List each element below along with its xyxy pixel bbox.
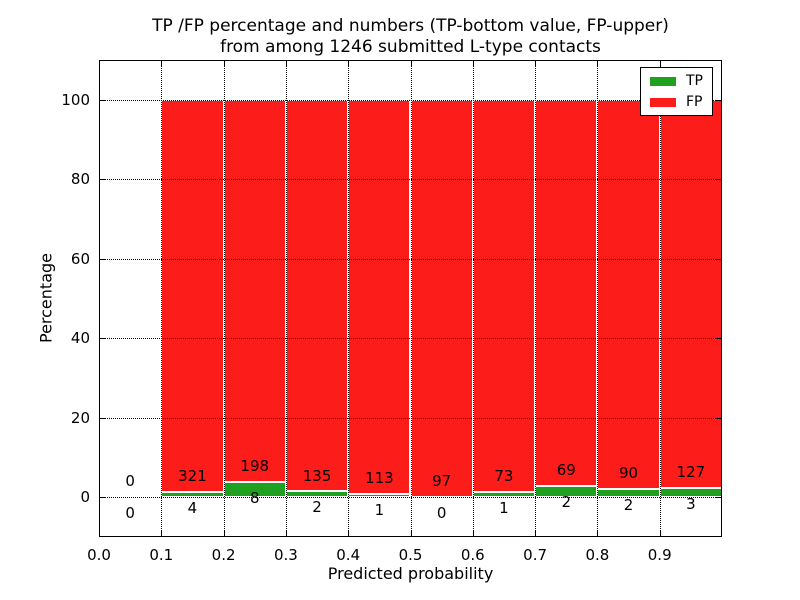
x-tick-mark (410, 530, 412, 537)
y-tick-mark (715, 417, 722, 419)
fp-count-label: 90 (619, 463, 639, 482)
y-tick-label: 60 (70, 249, 90, 268)
tp-count-label: 3 (686, 494, 696, 513)
legend-item-fp: FP (650, 95, 703, 109)
tp-count-label: 0 (125, 504, 135, 523)
y-tick-mark (99, 258, 106, 260)
x-tick-label: 0.1 (149, 546, 174, 564)
x-tick-mark (659, 530, 661, 537)
y-tick-mark (99, 179, 106, 181)
x-tick-label: 0.5 (398, 546, 423, 564)
y-tick-mark (99, 497, 106, 499)
y-tick-mark (715, 258, 722, 260)
x-tick-mark (161, 60, 163, 67)
tp-color-swatch (650, 76, 676, 86)
y-tick-mark (715, 338, 722, 340)
fp-count-label: 113 (365, 468, 394, 487)
x-tick-mark (472, 530, 474, 537)
x-gridline (410, 60, 412, 537)
x-tick-mark (161, 530, 163, 537)
y-tick-mark (715, 179, 722, 181)
fp-bar (410, 99, 473, 498)
fp-color-swatch (650, 97, 676, 107)
x-tick-label: 0.9 (647, 546, 672, 564)
x-tick-mark (348, 530, 350, 537)
chart-title-line2: from among 1246 submitted L-type contact… (220, 37, 601, 57)
x-axis-label: Predicted probability (327, 564, 494, 583)
fp-count-label: 73 (494, 466, 514, 485)
x-tick-mark (472, 60, 474, 67)
x-gridline (348, 60, 350, 537)
fp-count-label: 69 (556, 461, 576, 480)
fp-bar (535, 99, 598, 487)
x-tick-mark (223, 60, 225, 67)
fp-count-label: 0 (125, 472, 135, 491)
x-tick-label: 0.8 (585, 546, 610, 564)
x-tick-label: 0.0 (87, 546, 111, 564)
chart-title-line1: TP /FP percentage and numbers (TP-bottom… (152, 16, 669, 36)
y-tick-mark (99, 417, 106, 419)
fp-count-label: 127 (676, 463, 706, 482)
tp-count-label: 2 (312, 498, 322, 517)
x-tick-mark (410, 60, 412, 67)
x-tick-label: 0.4 (336, 546, 361, 564)
legend-item-tp: TP (650, 74, 703, 88)
x-tick-mark (348, 60, 350, 67)
tp-count-label: 0 (436, 504, 447, 523)
x-tick-mark (285, 530, 287, 537)
tp-count-label: 2 (561, 492, 572, 511)
y-tick-mark (715, 497, 722, 499)
y-tick-label: 80 (70, 170, 90, 189)
x-tick-mark (597, 530, 599, 537)
legend-label-tp: TP (686, 73, 703, 89)
chart-title: TP /FP percentage and numbers (TP-bottom… (99, 16, 722, 58)
x-tick-label: 0.7 (523, 546, 548, 564)
x-gridline (597, 60, 599, 537)
x-tick-mark (535, 60, 537, 67)
fp-bar (285, 99, 349, 492)
layer-grid (99, 60, 722, 537)
y-tick-mark (99, 338, 106, 340)
tp-count-label: 1 (374, 500, 385, 519)
x-gridline (659, 60, 661, 537)
fp-count-label: 135 (302, 466, 332, 485)
x-gridline (161, 60, 163, 537)
y-tick-label: 0 (80, 488, 90, 507)
x-tick-mark (659, 60, 661, 67)
tp-count-label: 8 (249, 488, 260, 507)
fp-count-label: 198 (240, 456, 270, 475)
tp-count-label: 4 (187, 499, 198, 518)
tp-count-label: 2 (623, 495, 634, 514)
fp-count-label: 97 (432, 472, 452, 491)
x-tick-mark (535, 530, 537, 537)
y-tick-mark (715, 99, 722, 101)
x-tick-label: 0.3 (273, 546, 298, 564)
layer-ann: 0 0 321 4 198 8 135 2 113 1 97 0 73 1 69 2 90 2 127 3 (99, 60, 722, 537)
x-gridline (535, 60, 537, 537)
x-gridline (472, 60, 474, 537)
x-tick-mark (223, 530, 225, 537)
fp-count-label: 321 (178, 467, 207, 486)
legend: TP FP (640, 67, 713, 116)
x-tick-mark (285, 60, 287, 67)
y-tick-label: 100 (61, 90, 90, 109)
x-tick-label: 0.2 (211, 546, 236, 564)
y-tick-mark (99, 99, 106, 101)
fp-bar (597, 99, 660, 489)
fp-bar (659, 99, 722, 489)
x-tick-label: 0.6 (460, 546, 485, 564)
tp-count-label: 1 (499, 498, 509, 517)
plot-area: TP FP 0 0 321 4 198 8 135 2 113 1 97 0 73 1 69 2 90 2 127 3 (99, 60, 722, 537)
y-tick-label: 40 (70, 329, 90, 348)
x-gridline (285, 60, 287, 537)
x-tick-mark (597, 60, 599, 67)
fp-bar (472, 99, 536, 492)
x-gridline (223, 60, 225, 537)
legend-label-fp: FP (686, 94, 703, 110)
y-tick-label: 20 (70, 408, 90, 427)
